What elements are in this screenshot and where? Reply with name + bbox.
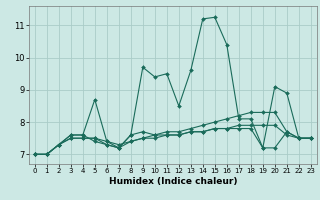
X-axis label: Humidex (Indice chaleur): Humidex (Indice chaleur): [108, 177, 237, 186]
